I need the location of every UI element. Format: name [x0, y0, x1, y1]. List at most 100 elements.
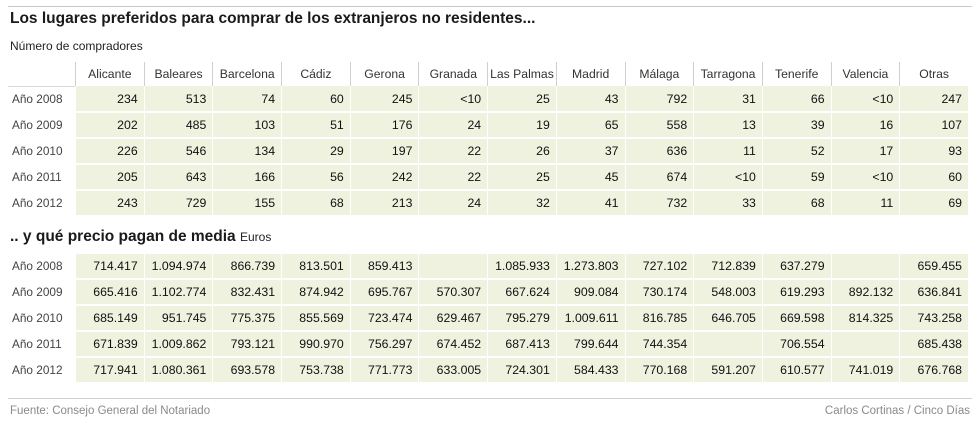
top-rule [8, 6, 972, 7]
table-cell: 16 [830, 113, 900, 139]
table-cell: 727.102 [624, 254, 694, 280]
table-cell [830, 254, 900, 280]
row-year-label: Año 2011 [8, 165, 75, 191]
table-cell: 866.739 [212, 254, 282, 280]
table-cell: 629.467 [418, 306, 488, 332]
table-cell: 93 [899, 139, 968, 165]
table-cell: 65 [555, 113, 625, 139]
table-cell: 859.413 [349, 254, 419, 280]
table-cell: 197 [349, 139, 419, 165]
column-header: Tenerife [761, 62, 831, 86]
table-cell: 792 [624, 86, 694, 113]
table-cell: 37 [555, 139, 625, 165]
table-cell: 11 [693, 139, 762, 165]
table-cell: 712.839 [693, 254, 762, 280]
table-cell: 693.578 [212, 358, 282, 384]
table-cell: 951.745 [143, 306, 213, 332]
table-cell: 24 [418, 191, 488, 217]
table-cell: 558 [624, 113, 694, 139]
table-cell: 546 [143, 139, 213, 165]
table-cell: 56 [281, 165, 350, 191]
table-cell: 11 [830, 191, 900, 217]
table-cell: 695.767 [349, 280, 419, 306]
table-cell: 816.785 [624, 306, 694, 332]
table-cell: 1.009.611 [555, 306, 625, 332]
table-cell: 743.258 [899, 306, 968, 332]
prices-row: Año 2012 717.941 1.080.361 693.578 753.738 77… [8, 358, 968, 384]
table-cell: 22 [418, 139, 488, 165]
table-cell: 667.624 [487, 280, 556, 306]
table-cell: 799.644 [555, 332, 625, 358]
buyers-table-body: Año 2008 234 513 74 60 245 <10 25 43 792 31 66 <10 24… [8, 86, 968, 217]
row-year-label: Año 2010 [8, 139, 75, 165]
table-cell: 665.416 [75, 280, 144, 306]
table-cell: 685.438 [899, 332, 968, 358]
prices-table-body: Año 2008 714.417 1.094.974 866.739 813.501 85… [8, 254, 968, 384]
section-title-prices: .. y qué precio pagan de media Euros [10, 228, 271, 246]
table-cell: 676.768 [899, 358, 968, 384]
table-cell: 855.569 [281, 306, 350, 332]
buyers-row: Año 2010 226 546 134 29 197 22 26 37 636 11 52 17 93 [8, 139, 968, 165]
table-cell: 724.301 [487, 358, 556, 384]
table-cell: 659.455 [899, 254, 968, 280]
table-cell: 643 [143, 165, 213, 191]
table-cell: 69 [899, 191, 968, 217]
table-cell: 22 [418, 165, 488, 191]
table-cell: 39 [761, 113, 831, 139]
table-cell: 753.738 [281, 358, 350, 384]
table-cell: 874.942 [281, 280, 350, 306]
table-cell: <10 [418, 86, 488, 113]
table-cell: 74 [212, 86, 282, 113]
table-cell: 646.705 [693, 306, 762, 332]
table-cell: 202 [75, 113, 144, 139]
page-subtitle: Número de compradores [10, 39, 143, 53]
footer-rule [8, 398, 972, 399]
table-cell: 41 [555, 191, 625, 217]
table-cell: 732 [624, 191, 694, 217]
table-cell: 166 [212, 165, 282, 191]
table-cell: 485 [143, 113, 213, 139]
table-cell: 247 [899, 86, 968, 113]
row-year-label: Año 2009 [8, 113, 75, 139]
row-year-label: Año 2012 [8, 358, 75, 384]
table-cell: 730.174 [624, 280, 694, 306]
table-cell: 671.839 [75, 332, 144, 358]
table-cell: 226 [75, 139, 144, 165]
table-cell: 619.293 [761, 280, 831, 306]
table-cell: 570.307 [418, 280, 488, 306]
table-cell: 29 [281, 139, 350, 165]
table-cell: 723.474 [349, 306, 419, 332]
table-cell: 832.431 [212, 280, 282, 306]
table-cell: 66 [761, 86, 831, 113]
column-header: Cádiz [281, 62, 350, 86]
table-cell: 674.452 [418, 332, 488, 358]
table-cell: 513 [143, 86, 213, 113]
prices-row: Año 2010 685.149 951.745 775.375 855.569 723.… [8, 306, 968, 332]
table-cell: <10 [693, 165, 762, 191]
table-cell: 32 [487, 191, 556, 217]
table-cell: 717.941 [75, 358, 144, 384]
section-title-prices-unit: Euros [240, 230, 272, 244]
table-cell: 26 [487, 139, 556, 165]
table-cell: 636 [624, 139, 694, 165]
section-title-prices-text: .. y qué precio pagan de media [10, 228, 236, 245]
table-cell: 892.132 [830, 280, 900, 306]
table-cell: 68 [281, 191, 350, 217]
row-year-label: Año 2009 [8, 280, 75, 306]
table-cell: 741.019 [830, 358, 900, 384]
table-cell [830, 332, 900, 358]
table-cell: 775.375 [212, 306, 282, 332]
buyers-header-row: Alicante Baleares Barcelona Cádiz Gerona Gran… [8, 62, 968, 86]
table-cell: 234 [75, 86, 144, 113]
table-cell: 155 [212, 191, 282, 217]
column-header: Las Palmas [487, 62, 556, 86]
table-cell: 771.773 [349, 358, 419, 384]
table-cell: 52 [761, 139, 831, 165]
source-note: Fuente: Consejo General del Notariado [10, 405, 211, 417]
table-cell: 610.577 [761, 358, 831, 384]
table-cell: 685.149 [75, 306, 144, 332]
table-cell: 633.005 [418, 358, 488, 384]
table-cell: 31 [693, 86, 762, 113]
column-header: Málaga [624, 62, 694, 86]
table-cell: 687.413 [487, 332, 556, 358]
